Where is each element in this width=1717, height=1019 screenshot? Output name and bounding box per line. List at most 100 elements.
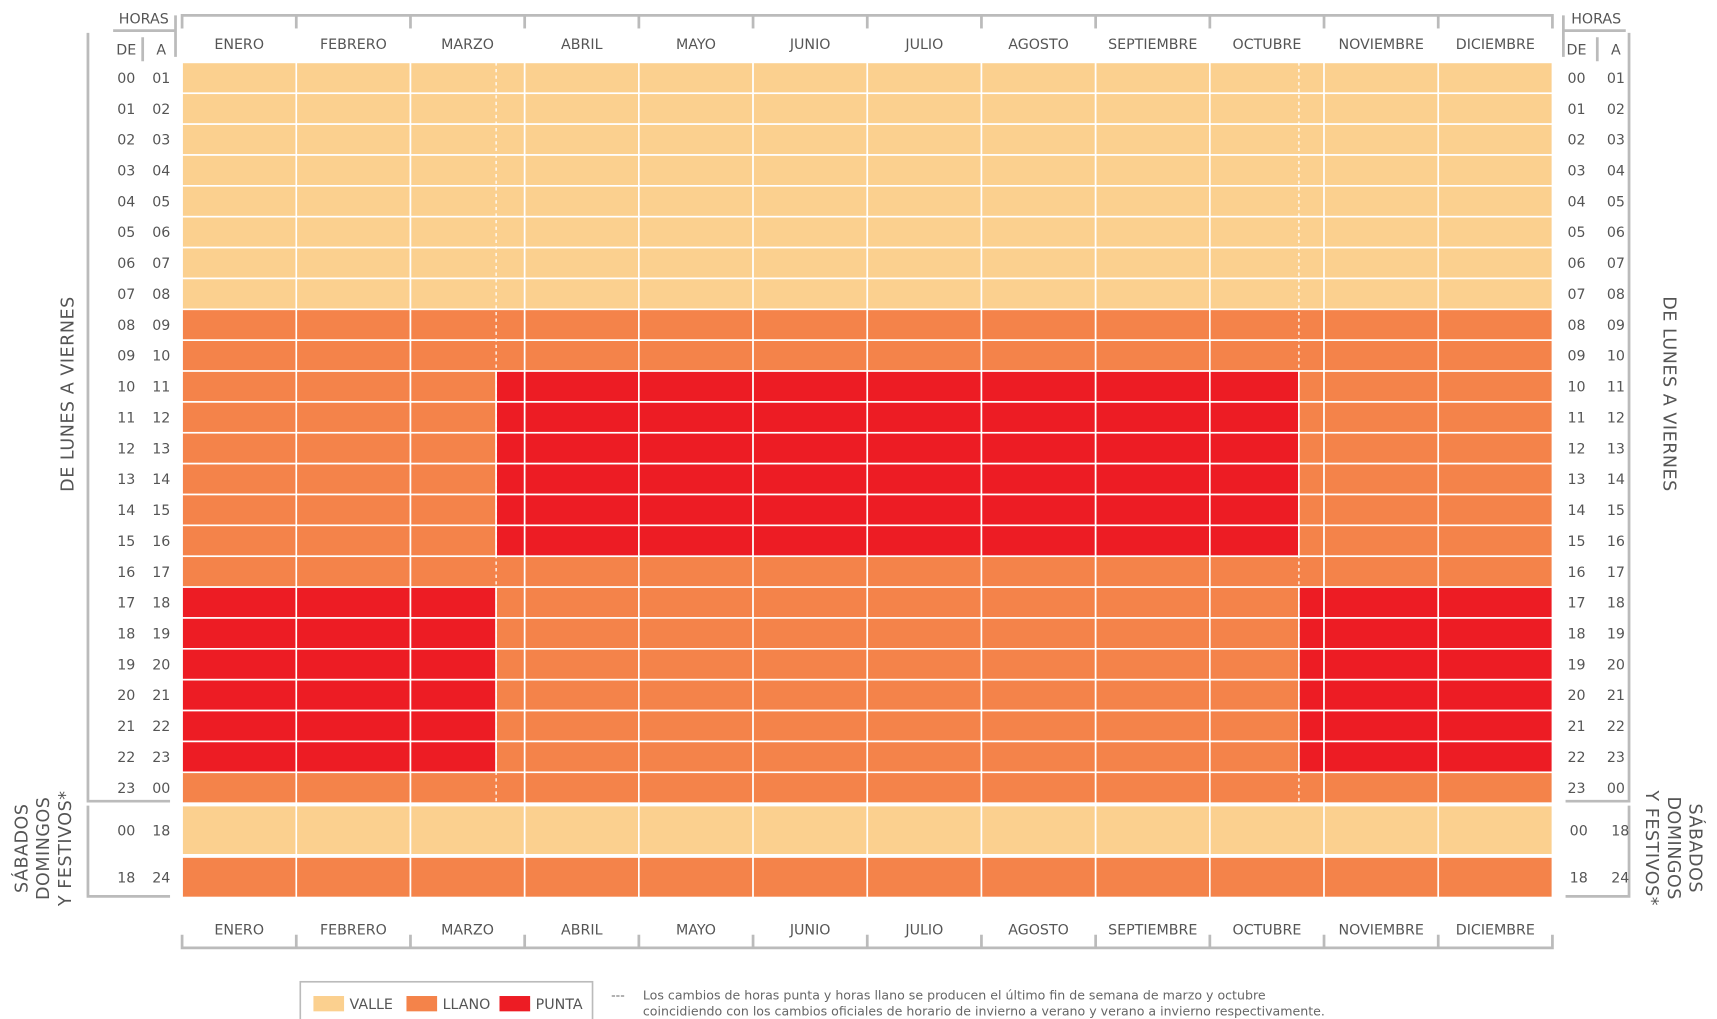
tariff-cell [866, 493, 983, 527]
tariff-cell [495, 586, 526, 619]
month-label: SEPTIEMBRE [1108, 922, 1197, 938]
hour-from: 16 [1567, 565, 1585, 581]
tariff-cell [1323, 462, 1440, 496]
tariff-cell [980, 123, 1097, 156]
tariff-cell [1323, 154, 1440, 187]
hour-to: 01 [1607, 71, 1625, 87]
tariff-cell [980, 154, 1097, 187]
hour-to: 18 [152, 823, 170, 839]
tariff-cell [1209, 856, 1325, 899]
tariff-cell [295, 709, 412, 743]
hour-from: 19 [1567, 657, 1585, 673]
tariff-cell [752, 277, 869, 311]
tariff-cell [1298, 370, 1325, 403]
tariff-cell [980, 648, 1097, 681]
hour-to: 09 [1607, 318, 1625, 334]
tariff-cell [181, 586, 298, 619]
tariff-cell [980, 92, 1097, 125]
hour-to: 11 [1607, 380, 1625, 396]
hour-from: 05 [117, 225, 135, 241]
note-line: Los cambios de horas punta y horas llano… [643, 987, 1266, 1002]
tariff-cell [181, 740, 298, 774]
hour-to: 01 [152, 71, 170, 87]
tariff-cell [523, 493, 640, 527]
tariff-cell [295, 154, 412, 187]
hour-to: 17 [1607, 565, 1625, 581]
hour-from: 09 [117, 349, 135, 365]
tariff-cell [295, 308, 412, 341]
hour-from: 05 [1567, 225, 1585, 241]
tariff-cell [866, 678, 983, 712]
tariff-cell [181, 92, 298, 125]
tariff-cell [866, 709, 983, 743]
tariff-cell [638, 61, 754, 95]
hour-to: 15 [1607, 503, 1625, 519]
tariff-cell [1437, 185, 1554, 218]
hour-to: 08 [152, 287, 170, 303]
tariff-cell [638, 462, 754, 496]
tariff-cell [495, 524, 526, 558]
tariff-cell [1323, 215, 1440, 249]
hour-to: 18 [1611, 823, 1629, 839]
a-label: A [156, 42, 166, 58]
tariff-cell [1209, 185, 1325, 218]
hour-to: 16 [1607, 534, 1625, 550]
tariff-cell [1209, 586, 1300, 619]
tariff-cell [495, 431, 526, 465]
tariff-cell [495, 678, 526, 712]
tariff-cell [409, 123, 526, 156]
hours-label: HORAS [119, 12, 169, 28]
tariff-cell [409, 246, 526, 280]
month-label: AGOSTO [1008, 37, 1069, 53]
hour-to: 20 [1607, 657, 1625, 673]
tariff-cell [181, 277, 298, 311]
tariff-cell [1094, 617, 1211, 650]
hour-from: 06 [1567, 256, 1585, 272]
tariff-cell [752, 709, 869, 743]
tariff-cell [1209, 524, 1300, 558]
tariff-cell [752, 771, 869, 804]
tariff-cell [295, 524, 412, 558]
tariff-cell [866, 856, 983, 899]
tariff-cell [752, 61, 869, 95]
hour-to: 05 [1607, 194, 1625, 210]
tariff-cell [409, 856, 526, 899]
tariff-cell [295, 431, 412, 465]
month-label: ENERO [214, 37, 264, 53]
tariff-cell [295, 678, 412, 712]
tariff-cell [752, 493, 869, 527]
tariff-cell [181, 771, 298, 804]
tariff-cell [295, 856, 412, 899]
hour-from: 04 [117, 194, 135, 210]
tariff-cell [523, 555, 640, 588]
tariff-cell [409, 709, 497, 743]
hour-to: 12 [1607, 410, 1625, 426]
hour-from: 15 [117, 534, 135, 550]
tariff-cell [638, 370, 754, 403]
hour-to: 06 [152, 225, 170, 241]
tariff-cell [409, 524, 497, 558]
hour-from: 21 [117, 719, 135, 735]
month-label: OCTUBRE [1233, 922, 1302, 938]
tariff-cell [1437, 617, 1554, 650]
tariff-cell [523, 215, 640, 249]
tariff-cell [409, 401, 497, 434]
tariff-cell [1094, 431, 1211, 465]
tariff-cell [409, 617, 497, 650]
weekend-label: SÁBADOS [10, 803, 32, 893]
tariff-cell [866, 154, 983, 187]
hour-from: 12 [117, 441, 135, 457]
hour-to: 04 [152, 164, 170, 180]
tariff-cell [866, 61, 983, 95]
tariff-cell [1209, 277, 1325, 311]
tariff-cell [1323, 61, 1440, 95]
hour-from: 15 [1567, 534, 1585, 550]
tariff-cell [409, 277, 526, 311]
tariff-cell [295, 740, 412, 774]
tariff-cell [1437, 678, 1554, 712]
month-label: DICIEMBRE [1456, 37, 1535, 53]
tariff-cell [1094, 154, 1211, 187]
tariff-cell [523, 804, 640, 856]
hour-to: 10 [152, 349, 170, 365]
tariff-cell [1323, 555, 1440, 588]
